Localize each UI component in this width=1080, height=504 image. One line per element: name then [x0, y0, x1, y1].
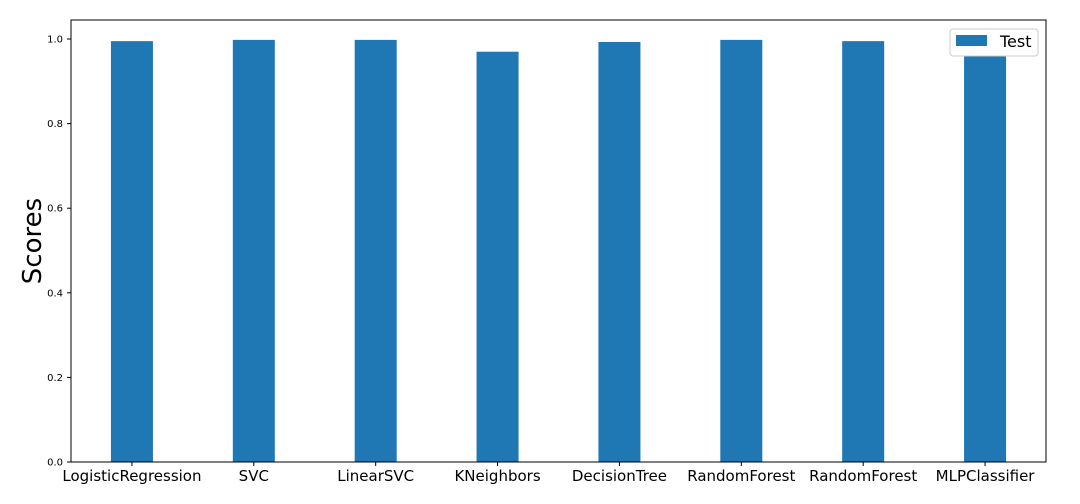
bar: [476, 51, 519, 463]
y-axis-ticks: 0.0 0.2 0.4 0.6 0.8 1.0: [47, 35, 71, 469]
bar: [110, 41, 153, 463]
y-tick-label: 0.4: [47, 288, 63, 299]
legend: Test: [949, 28, 1039, 57]
bar: [232, 39, 275, 462]
legend-label-test: Test: [999, 32, 1032, 51]
x-tick-label: RandomForest: [809, 467, 917, 485]
x-tick-label: SVC: [239, 467, 269, 485]
bar: [720, 39, 763, 462]
x-tick-label: LogisticRegression: [62, 467, 201, 485]
x-tick-label: MLPClassifier: [936, 467, 1036, 485]
y-tick-label: 1.0: [47, 35, 63, 46]
bar: [354, 39, 397, 462]
legend-swatch-test: [956, 35, 987, 46]
y-tick-label: 0.8: [47, 119, 63, 130]
y-tick-label: 0.2: [47, 373, 63, 384]
plot-frame: [70, 19, 1047, 463]
bars-group: [110, 39, 1007, 463]
bar: [842, 41, 885, 463]
x-tick-label: RandomForest: [687, 467, 795, 485]
y-axis-label: Scores: [18, 198, 48, 284]
bar: [964, 40, 1007, 463]
x-tick-label: DecisionTree: [572, 467, 667, 485]
x-tick-label: KNeighbors: [454, 467, 540, 485]
y-tick-label: 0.0: [47, 458, 63, 469]
y-tick-label: 0.6: [47, 204, 63, 215]
bar: [598, 41, 641, 462]
x-tick-label: LinearSVC: [337, 467, 414, 485]
x-axis-ticks: LogisticRegression SVC LinearSVC KNeighbors…: [62, 462, 1035, 485]
